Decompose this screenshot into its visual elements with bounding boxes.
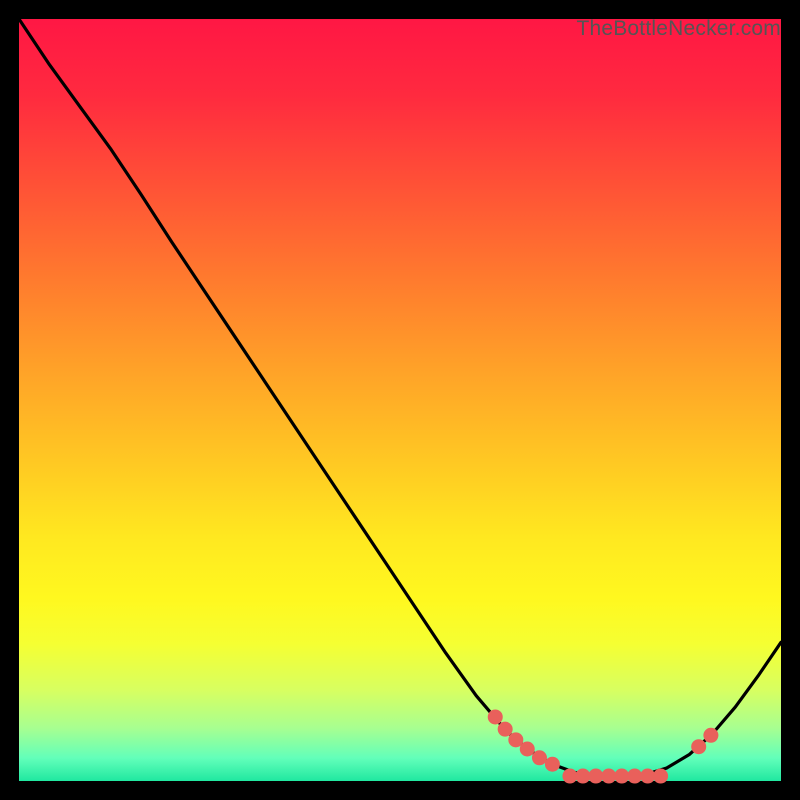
marker-dot (614, 769, 629, 784)
marker-dot (488, 709, 503, 724)
marker-group-left (488, 709, 560, 771)
marker-dot (532, 750, 547, 765)
marker-dot (588, 769, 603, 784)
marker-dot (653, 769, 668, 784)
marker-dot (498, 722, 513, 737)
marker-dot (545, 757, 560, 772)
bottleneck-curve (19, 19, 781, 781)
marker-dot (520, 742, 535, 757)
marker-group-flat (562, 769, 668, 784)
plot-area: TheBottleNecker.com (19, 19, 781, 781)
marker-dot (575, 769, 590, 784)
marker-dot (640, 769, 655, 784)
marker-dot (562, 769, 577, 784)
curve-path (19, 19, 781, 777)
marker-dot (601, 769, 616, 784)
marker-dot (691, 739, 706, 754)
marker-dot (627, 769, 642, 784)
marker-dot (703, 728, 718, 743)
